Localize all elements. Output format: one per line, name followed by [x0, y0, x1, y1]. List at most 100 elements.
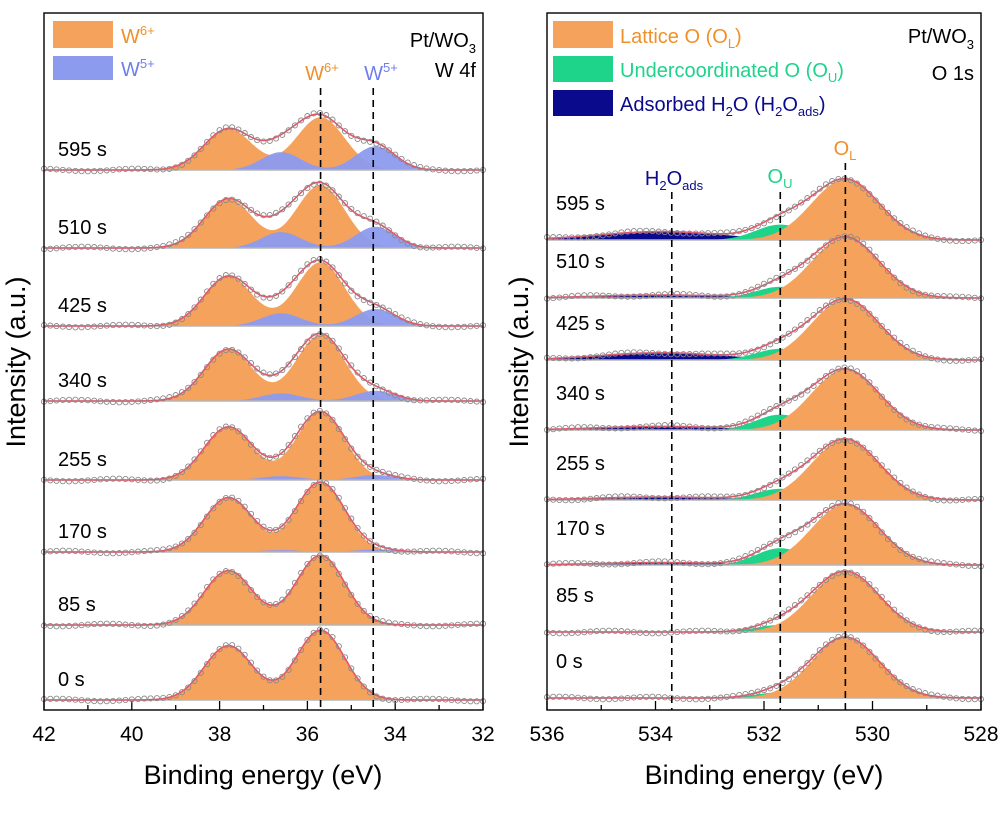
spectrum-time-label: 85 s [58, 594, 96, 616]
data-point [59, 623, 66, 630]
data-point [398, 473, 405, 480]
data-point [791, 671, 799, 678]
data-point [379, 618, 386, 625]
data-point [417, 622, 424, 629]
data-point [122, 399, 129, 406]
data-point [816, 185, 823, 192]
data-point [915, 624, 923, 631]
data-point [822, 181, 830, 188]
data-point [448, 696, 455, 704]
data-point [878, 322, 885, 330]
h2o-ads-component-area [547, 231, 981, 240]
data-point [204, 138, 211, 145]
data-point [680, 351, 687, 358]
data-point [153, 622, 160, 629]
data-point [84, 621, 91, 628]
data-point [135, 548, 142, 555]
data-point [674, 494, 681, 501]
data-point [884, 400, 892, 407]
data-point [767, 405, 774, 413]
data-point [581, 695, 588, 702]
data-point [878, 393, 885, 400]
h2o-legend-swatch [553, 90, 613, 116]
data-point [643, 227, 650, 234]
data-point [574, 496, 582, 504]
data-point [448, 168, 455, 175]
data-point [436, 696, 443, 703]
data-point [260, 212, 267, 219]
data-point [291, 195, 298, 202]
data-point [872, 197, 879, 204]
data-point [760, 220, 768, 227]
data-point [436, 396, 443, 403]
data-point [222, 494, 229, 502]
data-point [816, 581, 823, 588]
data-point [965, 627, 972, 634]
data-point [116, 550, 123, 557]
data-point [748, 689, 755, 696]
data-point [166, 475, 173, 482]
data-point [204, 513, 211, 520]
data-point [810, 382, 817, 390]
data-point [423, 244, 430, 251]
data-point [229, 196, 236, 203]
data-point [612, 293, 619, 300]
data-point [329, 116, 336, 123]
data-point [166, 394, 173, 401]
data-point [122, 621, 129, 628]
data-point [285, 516, 292, 523]
data-point [266, 371, 273, 378]
data-point [404, 696, 411, 703]
spectrum-time-label: 0 s [58, 669, 85, 691]
data-point [97, 620, 104, 627]
data-point [97, 476, 104, 483]
data-point [341, 435, 349, 443]
data-point [767, 685, 774, 692]
data-point [798, 321, 805, 329]
data-point [860, 642, 867, 649]
data-point [835, 500, 842, 507]
data-point [392, 620, 399, 627]
data-point [953, 237, 960, 245]
data-point [160, 694, 167, 701]
data-point [897, 412, 904, 419]
ou-peak-label: OU [768, 166, 793, 191]
data-point [229, 642, 236, 649]
data-point [568, 630, 575, 637]
data-point [335, 122, 342, 129]
data-point [323, 410, 330, 417]
data-point [97, 167, 104, 174]
data-point [729, 628, 737, 635]
data-point [66, 547, 73, 554]
data-point [748, 550, 755, 557]
o1s-x-tick-label: 530 [855, 723, 890, 746]
data-point [866, 581, 873, 588]
data-point [550, 496, 557, 503]
data-point [47, 397, 54, 405]
data-point [556, 425, 563, 432]
data-point [618, 493, 625, 500]
data-point [940, 424, 947, 431]
data-point [109, 322, 117, 329]
data-point [473, 550, 480, 557]
data-point [959, 357, 966, 364]
data-point [915, 290, 923, 297]
data-point [705, 350, 712, 357]
data-point [605, 425, 613, 432]
data-point [791, 466, 799, 473]
data-point [698, 561, 706, 568]
data-point [878, 529, 885, 536]
data-point [392, 548, 399, 555]
data-point [705, 425, 712, 432]
data-point [928, 691, 935, 698]
o1s-plot-area: 595 s 510 s 425 s 340 s 255 s 170 s 85 s 0 s [543, 163, 985, 710]
data-point [442, 243, 449, 250]
data-point [392, 311, 399, 318]
data-point [329, 264, 336, 271]
data-point [279, 449, 286, 456]
data-point [354, 369, 361, 376]
data-point [630, 424, 637, 431]
data-point [866, 648, 873, 655]
data-point [160, 322, 167, 329]
data-point [643, 558, 650, 565]
